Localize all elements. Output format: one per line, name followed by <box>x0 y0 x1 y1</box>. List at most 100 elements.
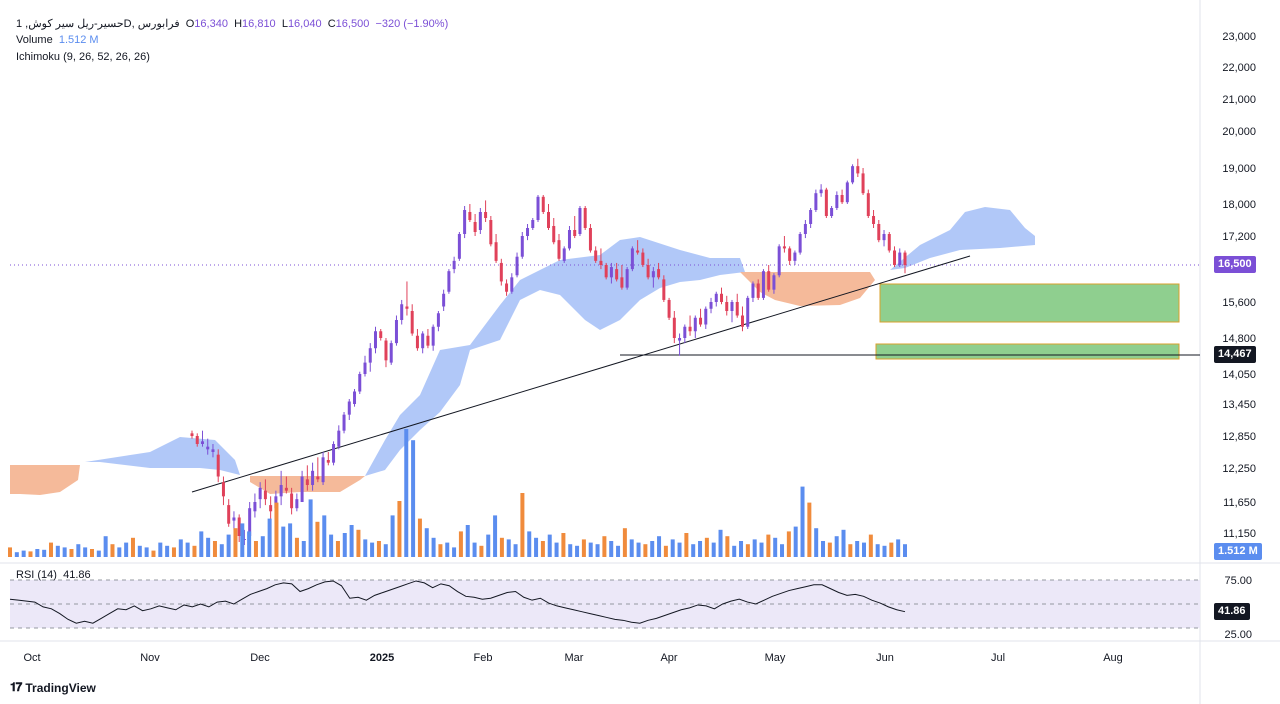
volume-bar <box>110 544 115 557</box>
volume-bar <box>28 551 33 557</box>
volume-bar <box>124 542 129 557</box>
volume-bar <box>55 545 60 557</box>
rsi-legend[interactable]: RSI (14) 41.86 <box>16 569 91 581</box>
candle-body <box>772 275 776 290</box>
candle-body <box>861 173 865 194</box>
rsi-upper-label: 75.00 <box>1224 575 1252 587</box>
volume-label: Volume <box>16 34 53 46</box>
candle-body <box>494 242 498 261</box>
time-tick-label: May <box>765 652 786 664</box>
volume-bar <box>814 528 819 557</box>
price-tick-label: 14,050 <box>1222 369 1256 381</box>
ichimoku-legend[interactable]: Ichimoku (9, 26, 52, 26, 26) <box>16 51 150 63</box>
candle-body <box>893 250 897 265</box>
candle-body <box>583 208 587 228</box>
volume-bar <box>62 547 67 557</box>
trendline <box>191 255 971 493</box>
volume-bar <box>841 529 846 557</box>
candle-body <box>536 196 540 220</box>
volume-bar <box>650 541 655 557</box>
candle-body <box>242 539 246 540</box>
tradingview-logo-icon: 𝟏𝟕 <box>10 680 22 694</box>
candle-body <box>725 302 729 311</box>
volume-bar <box>329 534 334 557</box>
open-label: O <box>185 18 195 30</box>
candle-body <box>447 271 451 292</box>
cloud-bull-region <box>85 437 240 475</box>
candle-body <box>258 487 262 500</box>
candle-body <box>232 517 236 521</box>
price-tick-label: 22,000 <box>1222 62 1256 74</box>
candle-body <box>709 302 713 309</box>
volume-bar <box>130 537 135 557</box>
volume-bar <box>527 531 532 557</box>
candle-body <box>405 306 409 309</box>
candle-body <box>872 216 876 224</box>
candle-body <box>384 340 388 361</box>
candle-body <box>756 283 760 298</box>
candle-body <box>599 260 603 265</box>
volume-bar <box>691 544 696 557</box>
candle-body <box>819 189 823 194</box>
volume-bar <box>69 549 74 557</box>
candle-body <box>699 317 703 325</box>
candle-body <box>609 267 613 278</box>
candle-body <box>326 460 330 463</box>
time-tick-label: Feb <box>474 652 493 664</box>
candle-body <box>547 212 550 228</box>
volume-bar <box>677 542 682 557</box>
candle-body <box>363 362 367 374</box>
price-tick-label: 15,600 <box>1222 297 1256 309</box>
volume-bar <box>253 541 258 557</box>
volume-bar <box>616 545 621 557</box>
candle-body <box>746 297 750 327</box>
volume-bar <box>513 544 518 557</box>
volume-bar <box>233 528 238 557</box>
tradingview-brand[interactable]: 𝟏𝟕 TradingView <box>10 680 96 695</box>
candle-body <box>510 277 514 292</box>
candle-body <box>221 482 225 497</box>
volume-bar <box>322 515 327 557</box>
volume-bar <box>301 541 306 557</box>
volume-bar <box>704 537 709 557</box>
volume-bar <box>663 545 668 557</box>
candle-body <box>803 224 807 234</box>
candle-body <box>216 454 220 477</box>
volume-bar <box>711 542 716 557</box>
candle-body <box>195 436 199 444</box>
candle-body <box>662 279 666 300</box>
price-tick-label: 11,650 <box>1223 497 1256 509</box>
volume-bar <box>773 537 778 557</box>
volume-bar <box>643 544 648 557</box>
candle-body <box>588 228 592 251</box>
volume-bar <box>151 550 156 557</box>
volume-bar <box>554 542 559 557</box>
volume-bar <box>178 539 183 557</box>
candle-body <box>415 335 419 349</box>
last-price-tag: 16,500 <box>1214 256 1256 273</box>
volume-bar <box>670 539 675 557</box>
candle-body <box>541 196 545 212</box>
price-tick-label: 20,000 <box>1222 126 1256 138</box>
candle-body <box>562 248 566 261</box>
candle-body <box>353 391 357 404</box>
volume-bar <box>35 549 40 557</box>
candle-body <box>526 228 530 236</box>
candle-body <box>693 317 697 332</box>
volume-bar <box>431 537 436 557</box>
volume-bar <box>622 528 627 557</box>
volume-bar <box>411 440 416 557</box>
symbol-title[interactable]: حسیر-ریل سیر کوش, 1D, فرابورس <box>16 18 180 30</box>
volume-legend[interactable]: Volume 1.512 M <box>16 34 99 46</box>
volume-bar <box>267 518 272 557</box>
candle-body <box>426 335 430 346</box>
cloud-bear-region <box>740 272 875 306</box>
candle-body <box>856 166 860 174</box>
high-label: H <box>234 18 243 30</box>
volume-bar <box>875 544 880 557</box>
volume-bar <box>752 539 757 557</box>
volume-bar <box>718 529 723 557</box>
price-tick-label: 23,000 <box>1222 31 1256 43</box>
candle-body <box>657 269 661 278</box>
candle-body <box>615 269 619 280</box>
